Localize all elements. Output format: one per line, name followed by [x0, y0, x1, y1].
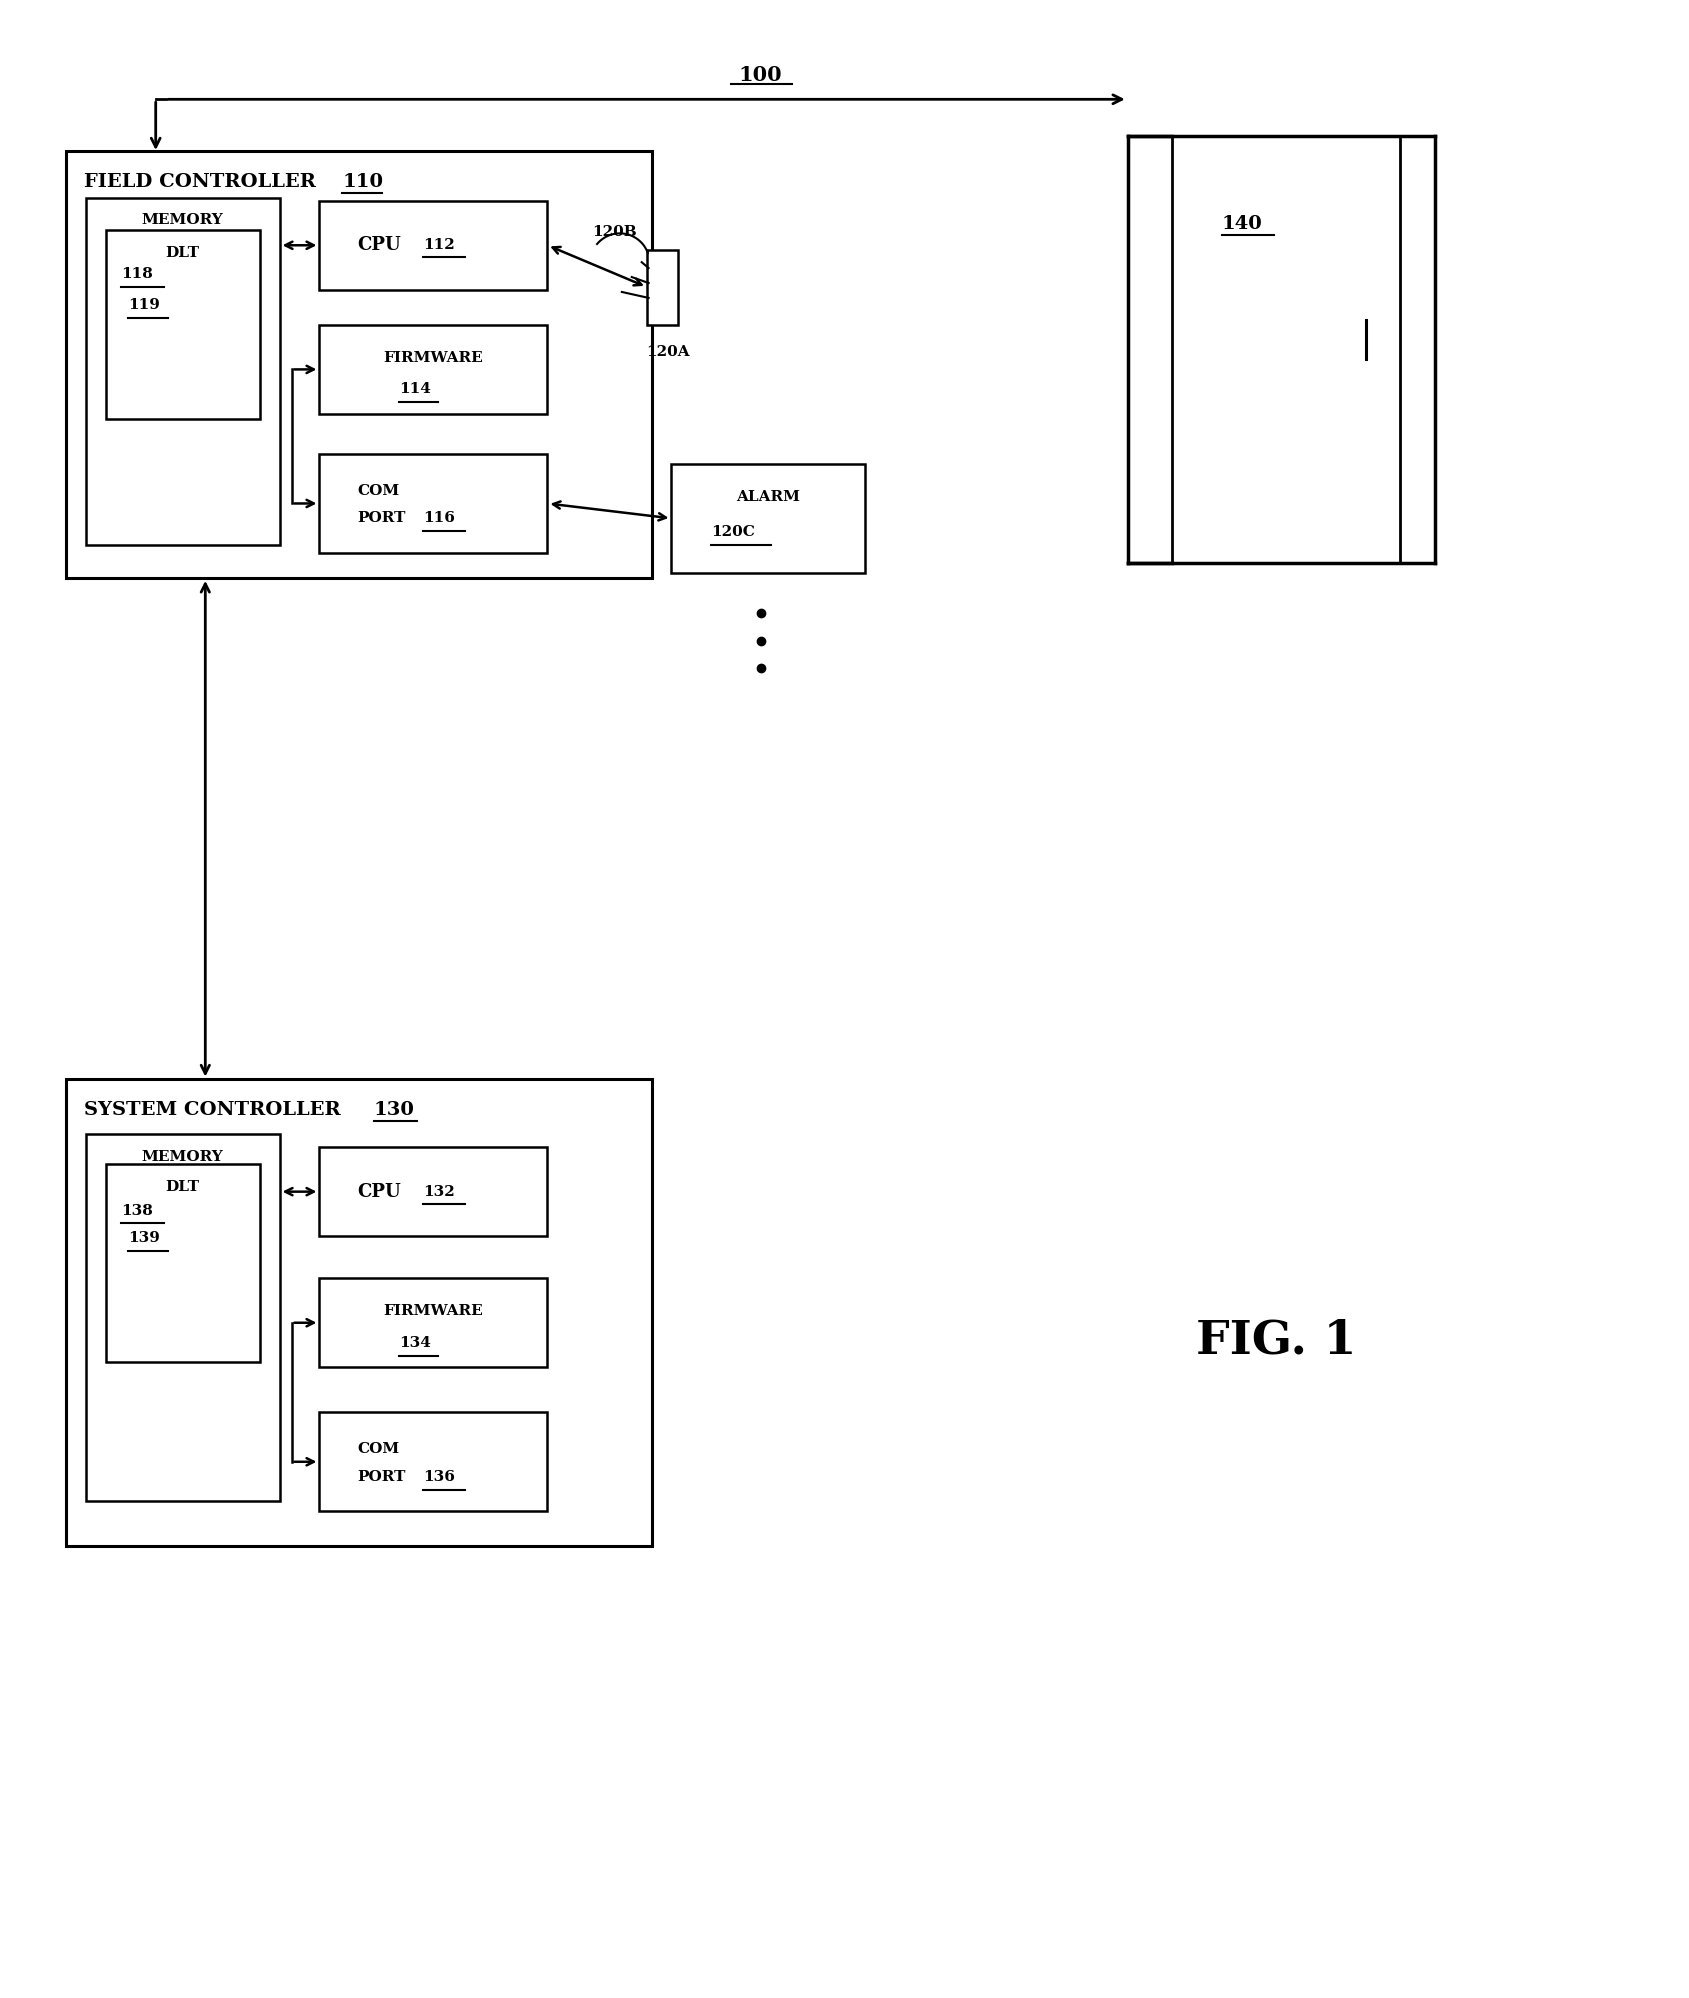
Bar [319, 1413, 547, 1510]
Bar [66, 152, 652, 577]
Text: 139: 139 [128, 1231, 160, 1245]
Bar [86, 1135, 279, 1500]
Text: 120C: 120C [711, 525, 755, 539]
Text: ALARM: ALARM [735, 490, 799, 503]
Bar [319, 1279, 547, 1367]
Bar [66, 1079, 652, 1546]
Text: FIELD CONTROLLER: FIELD CONTROLLER [84, 172, 316, 190]
Text: SYSTEM CONTROLLER: SYSTEM CONTROLLER [84, 1101, 341, 1119]
Text: DLT: DLT [166, 1179, 199, 1193]
Text: 120B: 120B [591, 226, 637, 240]
Text: 140: 140 [1221, 216, 1262, 234]
Text: FIRMWARE: FIRMWARE [383, 350, 483, 364]
Bar [319, 454, 547, 553]
Text: 118: 118 [122, 268, 152, 282]
Text: COM: COM [356, 1443, 399, 1457]
Text: 130: 130 [373, 1101, 414, 1119]
Text: 134: 134 [399, 1335, 431, 1349]
Text: COM: COM [356, 484, 399, 498]
Bar [319, 1147, 547, 1237]
Text: MEMORY: MEMORY [142, 214, 223, 228]
Bar [671, 464, 865, 573]
Text: 120A: 120A [647, 344, 689, 358]
Text: 100: 100 [738, 64, 782, 84]
Text: 114: 114 [399, 382, 431, 396]
Bar [106, 1165, 260, 1363]
Bar [86, 198, 279, 545]
Text: FIG. 1: FIG. 1 [1196, 1319, 1356, 1365]
Text: MEMORY: MEMORY [142, 1151, 223, 1165]
Text: 138: 138 [122, 1203, 152, 1217]
Bar [319, 326, 547, 414]
Text: 136: 136 [424, 1471, 454, 1485]
Bar [106, 230, 260, 420]
Text: CPU: CPU [356, 1183, 400, 1201]
Text: 132: 132 [424, 1185, 454, 1199]
Text: 116: 116 [424, 511, 454, 525]
Bar [319, 200, 547, 290]
Text: PORT: PORT [356, 1471, 405, 1485]
Text: 119: 119 [128, 298, 160, 312]
Text: PORT: PORT [356, 511, 405, 525]
Text: 110: 110 [341, 172, 383, 190]
Text: DLT: DLT [166, 246, 199, 260]
Text: FIRMWARE: FIRMWARE [383, 1305, 483, 1319]
Bar [647, 250, 677, 326]
Text: CPU: CPU [356, 236, 400, 254]
Text: 112: 112 [424, 238, 454, 252]
